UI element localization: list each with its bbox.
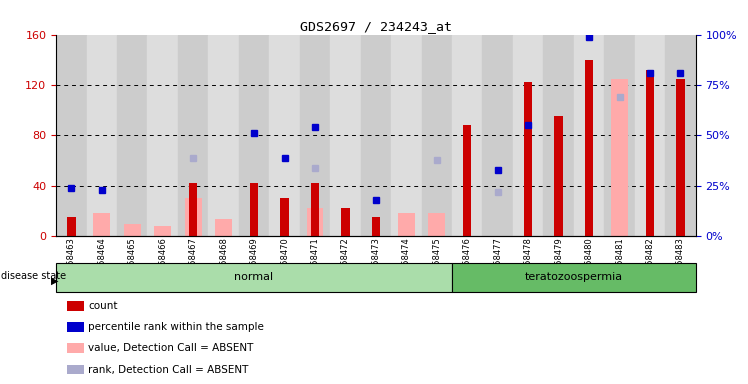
Bar [300,35,330,236]
Bar [604,35,635,236]
Bar [635,35,665,236]
Bar [665,35,696,236]
Bar [398,214,414,236]
Bar [239,35,269,236]
Bar [87,35,117,236]
Text: teratozoospermia: teratozoospermia [525,272,623,283]
Bar [185,199,201,236]
Bar [482,35,513,236]
Text: ▶: ▶ [51,275,58,285]
Bar [554,116,562,236]
Bar [215,218,232,236]
Bar [372,217,380,236]
Bar [361,35,391,236]
Bar [422,35,452,236]
Text: normal: normal [234,272,274,283]
Bar [56,35,87,236]
Bar [524,83,533,236]
Bar [269,35,300,236]
Bar [452,263,696,292]
Bar [646,70,654,236]
Bar [147,35,178,236]
Bar [676,79,684,236]
Bar [280,199,289,236]
Text: rank, Detection Call = ABSENT: rank, Detection Call = ABSENT [88,364,248,375]
Text: disease state: disease state [1,271,66,281]
Bar [250,183,258,236]
Bar [209,35,239,236]
Bar [611,79,628,236]
Bar [154,226,171,236]
Bar [574,35,604,236]
Bar [117,35,147,236]
Bar [391,35,422,236]
Text: percentile rank within the sample: percentile rank within the sample [88,322,264,333]
Bar [463,125,471,236]
Bar [310,183,319,236]
Bar [452,35,482,236]
Bar [67,217,76,236]
Bar [543,35,574,236]
Text: value, Detection Call = ABSENT: value, Detection Call = ABSENT [88,343,254,354]
Bar [189,183,197,236]
Bar [341,209,349,236]
Bar [585,60,593,236]
Bar [124,223,141,236]
Bar [56,263,452,292]
Bar [307,209,323,236]
Text: count: count [88,301,117,311]
Bar [330,35,361,236]
Title: GDS2697 / 234243_at: GDS2697 / 234243_at [300,20,452,33]
Bar [429,214,445,236]
Bar [178,35,209,236]
Bar [513,35,543,236]
Bar [94,214,110,236]
